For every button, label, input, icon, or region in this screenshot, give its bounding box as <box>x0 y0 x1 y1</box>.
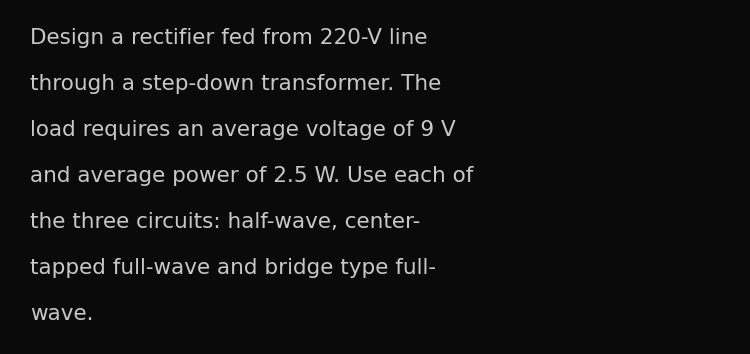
Text: load requires an average voltage of 9 V: load requires an average voltage of 9 V <box>30 120 456 140</box>
Text: tapped full-wave and bridge type full-: tapped full-wave and bridge type full- <box>30 258 436 278</box>
Text: and average power of 2.5 W. Use each of: and average power of 2.5 W. Use each of <box>30 166 473 186</box>
Text: through a step-down transformer. The: through a step-down transformer. The <box>30 74 441 94</box>
Text: wave.: wave. <box>30 304 94 324</box>
Text: Design a rectifier fed from 220-V line: Design a rectifier fed from 220-V line <box>30 28 427 48</box>
Text: the three circuits: half-wave, center-: the three circuits: half-wave, center- <box>30 212 420 232</box>
